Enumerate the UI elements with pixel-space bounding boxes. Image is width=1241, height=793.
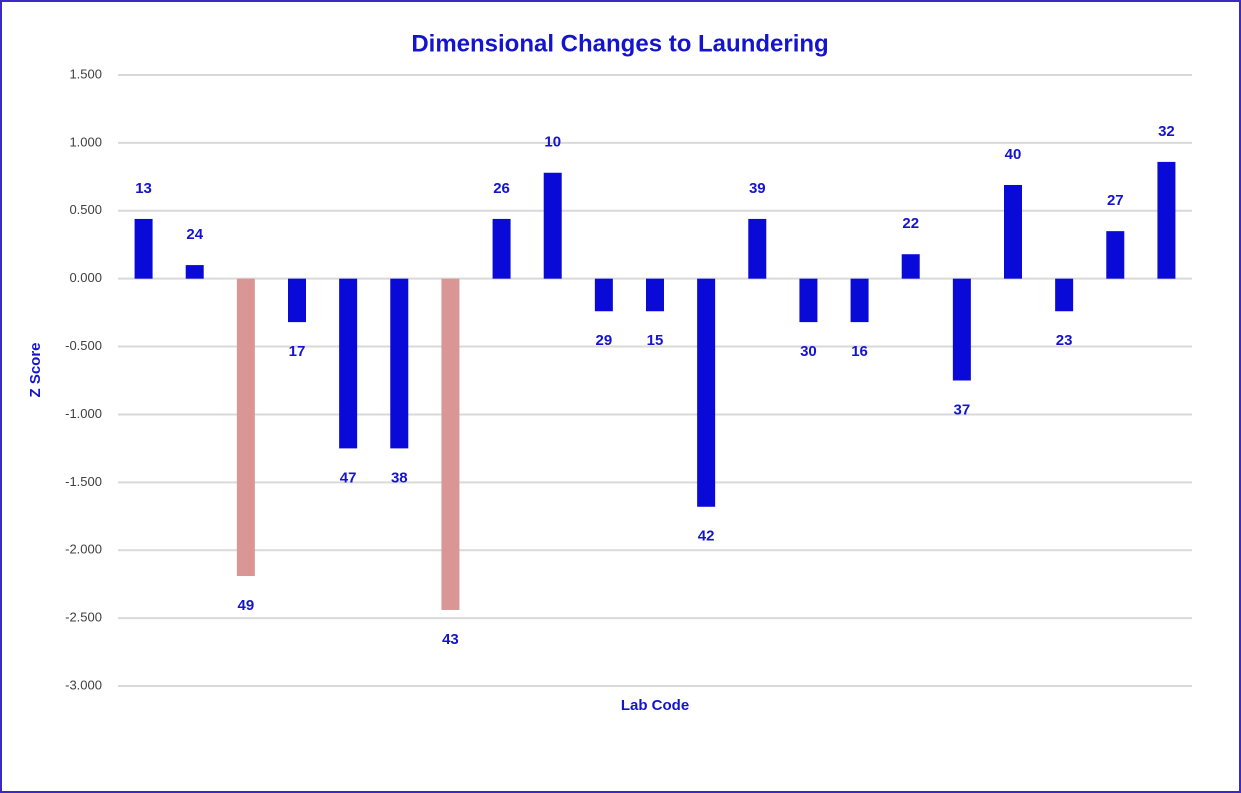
bar-label: 43 [442,631,459,648]
x-axis-title: Lab Code [621,697,689,714]
y-tick-label: 1.500 [69,66,102,81]
bar-label: 26 [493,180,510,197]
bar-label: 40 [1005,146,1022,163]
y-tick-label: -2.000 [65,542,102,557]
y-tick-label: -3.000 [65,677,102,692]
bar-label: 47 [340,469,357,486]
bar [185,265,204,279]
bar [492,218,511,279]
bar [543,172,562,279]
y-tick-label: 1.000 [69,134,102,149]
bar [594,278,613,312]
bar-label: 42 [698,528,715,545]
y-axis-title: Z Score [27,342,44,397]
y-tick-label: 0.000 [69,270,102,285]
bar-label: 13 [135,180,152,197]
bar [952,278,971,381]
bar-label: 37 [954,401,971,418]
bar [1157,161,1176,279]
y-tick-label: -1.500 [65,474,102,489]
bar-label: 22 [902,215,919,232]
bar [1106,231,1125,279]
chart-title: Dimensional Changes to Laundering [411,30,828,57]
bar [288,278,306,323]
bar-label: 49 [238,597,255,614]
bar [1055,278,1074,312]
bar [748,218,767,279]
y-tick-label: -2.500 [65,610,102,625]
bar-label: 39 [749,180,766,197]
bar-label: 17 [289,343,306,360]
y-tick-label: -0.500 [65,338,102,353]
bar [236,278,255,577]
bar [850,278,869,323]
bar-label: 30 [800,343,817,360]
bar [901,254,920,279]
bar-label: 38 [391,469,408,486]
bar-label: 27 [1107,192,1124,209]
bar [697,278,716,507]
bar [799,278,818,323]
bar [339,278,358,449]
bar-label: 29 [596,332,613,349]
bar-label: 24 [186,226,203,243]
bar-label: 16 [851,343,868,360]
bar [1004,184,1022,279]
bar [646,278,664,312]
bar-label: 10 [544,134,561,151]
bar [441,278,460,610]
y-tick-label: 0.500 [69,202,102,217]
bar [390,278,409,449]
bar-label: 32 [1158,123,1175,140]
bar-label: 23 [1056,332,1073,349]
bar-label: 15 [647,332,664,349]
y-tick-label: -1.000 [65,406,102,421]
bar [134,218,153,279]
